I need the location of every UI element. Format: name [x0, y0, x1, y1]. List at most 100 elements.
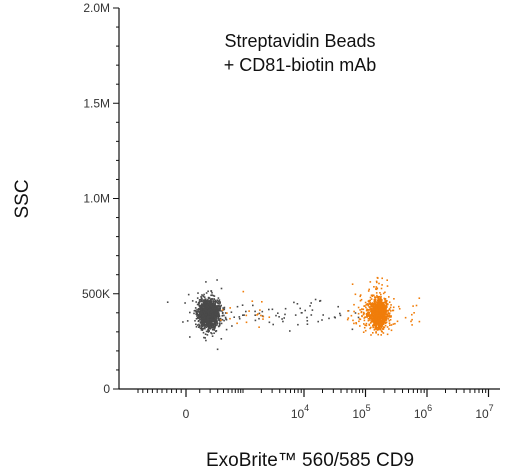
data-point: [213, 306, 216, 308]
data-point: [213, 295, 216, 297]
data-point: [220, 304, 222, 307]
data-point: [390, 310, 392, 312]
data-point: [201, 327, 203, 330]
data-point: [372, 324, 375, 326]
data-point: [224, 312, 227, 314]
data-point: [383, 321, 386, 323]
data-point: [210, 316, 212, 319]
data-point: [245, 314, 248, 317]
data-point: [213, 332, 215, 334]
data-point: [262, 318, 264, 320]
data-point: [218, 307, 221, 310]
data-point: [357, 316, 360, 319]
data-point: [359, 325, 361, 327]
data-point: [378, 319, 381, 322]
data-point: [374, 298, 377, 300]
data-point: [319, 300, 321, 302]
x-tick-exponent: 5: [366, 403, 371, 413]
data-point: [358, 318, 361, 320]
data-point: [198, 308, 200, 311]
data-point: [214, 299, 217, 302]
data-point: [212, 323, 215, 325]
data-point: [210, 324, 212, 326]
data-point: [202, 319, 205, 322]
data-point: [376, 329, 378, 331]
data-point: [415, 304, 418, 307]
data-point: [380, 305, 382, 307]
data-point: [375, 301, 378, 303]
data-point: [213, 320, 216, 322]
data-point: [199, 318, 201, 321]
data-point: [367, 290, 370, 292]
data-point: [205, 339, 207, 342]
data-point: [195, 323, 197, 326]
data-point: [353, 322, 355, 325]
data-point: [369, 296, 372, 299]
data-point: [364, 305, 366, 307]
data-point: [204, 333, 207, 335]
data-point: [370, 307, 373, 310]
data-point: [361, 308, 363, 310]
data-point: [361, 315, 363, 318]
data-point: [242, 290, 245, 293]
data-point: [207, 324, 210, 327]
data-point: [369, 327, 371, 330]
data-point: [365, 322, 368, 325]
data-point: [369, 315, 371, 317]
data-point: [205, 292, 208, 294]
data-point: [374, 323, 377, 325]
data-point: [200, 300, 203, 302]
data-point: [203, 296, 206, 298]
data-point: [207, 300, 210, 302]
data-point: [371, 312, 373, 315]
data-point: [212, 324, 214, 326]
data-point: [390, 329, 393, 332]
data-point: [379, 318, 382, 321]
data-point: [199, 305, 201, 307]
data-point: [379, 316, 382, 319]
data-point: [383, 316, 386, 318]
data-point: [369, 310, 372, 312]
data-point: [384, 305, 387, 308]
data-point: [387, 318, 390, 320]
data-point: [219, 301, 221, 303]
data-point: [377, 296, 379, 298]
data-point: [382, 302, 385, 305]
data-point: [213, 321, 216, 324]
data-point: [211, 314, 214, 316]
data-point: [212, 305, 215, 308]
data-point: [196, 324, 199, 326]
data-point: [207, 305, 210, 308]
data-point: [388, 320, 391, 322]
data-point: [187, 293, 190, 296]
data-point: [372, 311, 374, 314]
data-point: [207, 330, 209, 333]
data-point: [380, 334, 382, 336]
data-point: [216, 299, 219, 301]
data-point: [381, 277, 383, 280]
data-point: [380, 299, 383, 301]
data-point: [388, 316, 390, 318]
data-point: [215, 319, 218, 322]
data-point: [217, 305, 220, 308]
x-tick-label: 0: [183, 407, 190, 421]
data-point: [216, 306, 219, 308]
data-point: [380, 300, 383, 303]
data-point: [198, 303, 200, 305]
data-point: [380, 293, 382, 296]
data-point: [213, 317, 216, 319]
data-point: [385, 305, 388, 307]
data-point: [386, 285, 389, 287]
data-point: [384, 318, 386, 321]
data-point: [367, 319, 370, 322]
data-point: [210, 318, 212, 321]
data-point: [371, 316, 373, 319]
data-point: [236, 305, 239, 308]
data-point: [216, 307, 218, 310]
annotation-line-2: + CD81-biotin mAb: [224, 55, 377, 75]
data-point: [214, 305, 217, 307]
data-point: [377, 317, 380, 320]
data-point: [339, 312, 341, 315]
data-point: [379, 327, 382, 330]
data-point: [377, 333, 379, 336]
